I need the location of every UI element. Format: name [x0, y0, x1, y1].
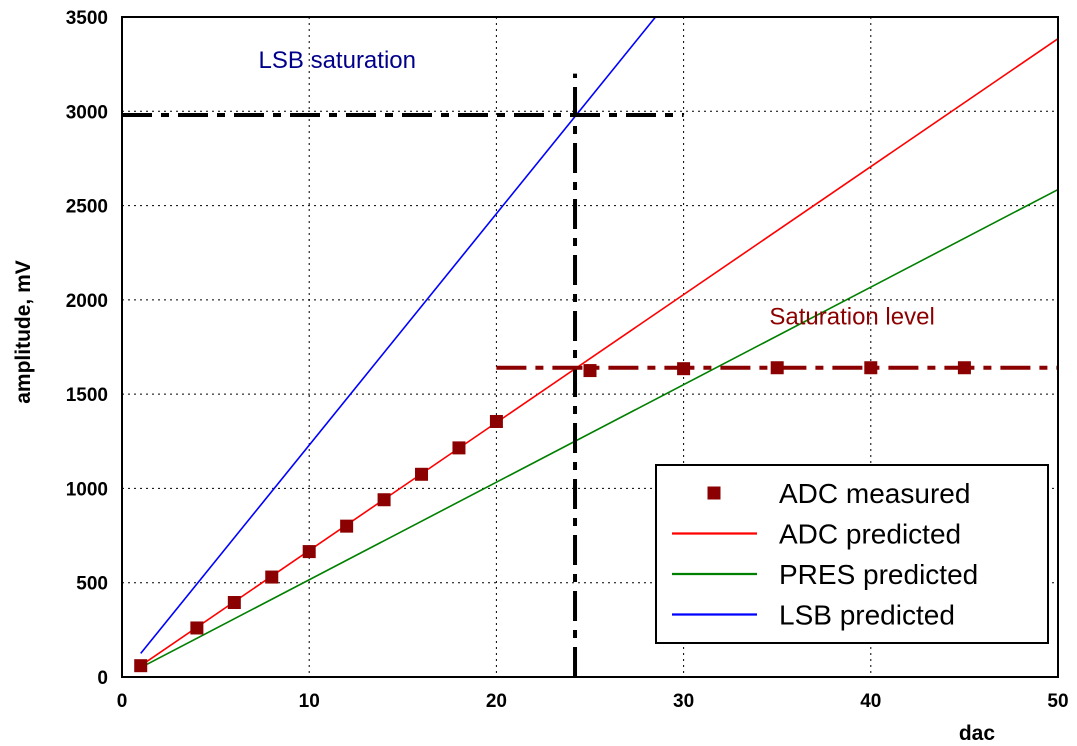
- legend-label: PRES predicted: [779, 559, 978, 590]
- series-adc-predicted-line: [140, 38, 1059, 667]
- x-tick-label: 0: [117, 691, 128, 712]
- x-axis-title: dac: [959, 722, 996, 745]
- markers: [134, 361, 971, 673]
- annotations: LSB saturation Saturation level: [259, 47, 935, 330]
- data-point: [134, 659, 148, 673]
- data-point: [190, 621, 204, 635]
- data-point: [583, 364, 597, 378]
- y-tick-label: 1000: [66, 479, 108, 500]
- data-point: [489, 414, 503, 428]
- y-tick-label: 1500: [66, 385, 108, 406]
- y-tick-label: 3000: [66, 102, 108, 123]
- y-tick-label: 3500: [66, 8, 108, 29]
- y-axis-title: amplitude, mV: [12, 260, 35, 404]
- data-point: [340, 519, 354, 533]
- data-point: [265, 570, 279, 584]
- annotation-label: Saturation level: [769, 303, 934, 330]
- data-point: [415, 467, 429, 481]
- x-tick-label: 10: [299, 691, 320, 712]
- legend: ADC measured ADC predicted PRES predicted L…: [655, 464, 1049, 644]
- data-point: [377, 493, 391, 507]
- data-point: [770, 361, 784, 375]
- data-point: [677, 362, 691, 376]
- x-tick-label: 50: [1047, 691, 1068, 712]
- plot-frame: [121, 16, 1059, 678]
- data-point: [302, 545, 316, 559]
- y-tick-label: 2000: [66, 291, 108, 312]
- annotation-label: LSB saturation: [259, 47, 416, 74]
- data-point: [227, 596, 241, 610]
- data-point: [452, 441, 466, 455]
- series-pres-predicted-line: [140, 188, 1059, 669]
- series-layer: [140, 16, 1059, 669]
- legend-label: ADC measured: [779, 478, 970, 509]
- data-point: [864, 361, 878, 375]
- x-tick-label: 40: [860, 691, 881, 712]
- legend-label: ADC predicted: [779, 519, 961, 550]
- data-point: [957, 361, 971, 375]
- x-tick-label: 30: [673, 691, 694, 712]
- y-tick-label: 2500: [66, 197, 108, 218]
- legend-label: LSB predicted: [779, 600, 955, 631]
- legend-box: [655, 464, 1049, 644]
- series-lsb-predicted-line: [140, 16, 657, 654]
- legend-marker: [707, 486, 721, 500]
- y-tick-label: 500: [76, 574, 108, 595]
- y-tick-label: 0: [97, 668, 108, 689]
- x-tick-label: 20: [486, 691, 507, 712]
